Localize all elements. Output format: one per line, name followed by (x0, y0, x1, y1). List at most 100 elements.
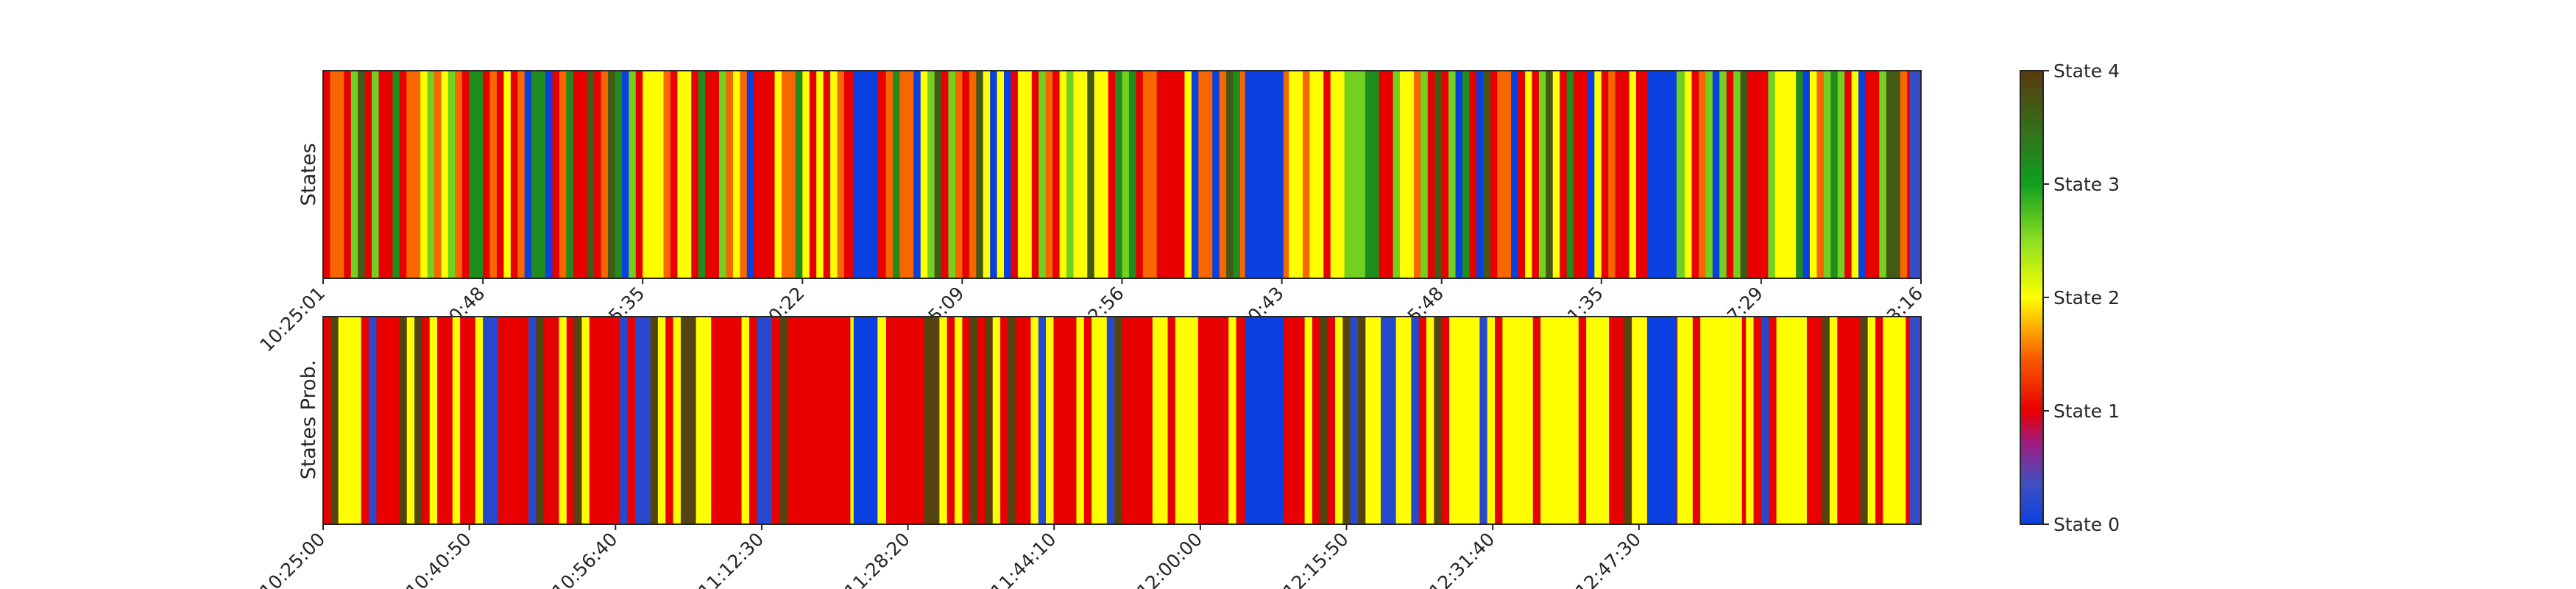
heatmap-cell (1342, 317, 1351, 524)
heatmap-cell (893, 71, 901, 278)
heatmap-cell (1038, 71, 1047, 278)
heatmap-cell (643, 71, 651, 278)
heatmap-cell (1000, 317, 1009, 524)
heatmap-cell (741, 317, 750, 524)
heatmap-cell (1213, 317, 1222, 524)
heatmap-cell (1083, 317, 1092, 524)
heatmap-cell (1746, 317, 1755, 524)
states-prob-heatmap-cells (323, 317, 1922, 524)
heatmap-cell (1136, 71, 1144, 278)
heatmap-cell (1413, 71, 1422, 278)
heatmap-cell (795, 71, 804, 278)
heatmap-cell (1698, 71, 1707, 278)
heatmap-cell (346, 317, 355, 524)
heatmap-cell (764, 317, 773, 524)
heatmap-cell (1761, 71, 1769, 278)
heatmap-cell (594, 71, 602, 278)
heatmap-cell (1830, 71, 1839, 278)
heatmap-cell (1190, 317, 1199, 524)
heatmap-cell (1094, 71, 1102, 278)
heatmap-block (1245, 317, 1284, 524)
heatmap-cell (992, 317, 1001, 524)
heatmap-cell (1344, 71, 1352, 278)
heatmap-cell (1837, 317, 1846, 524)
heatmap-cell (955, 317, 963, 524)
heatmap-cell (948, 71, 956, 278)
heatmap-cell (1184, 71, 1192, 278)
heatmap-cell (551, 317, 560, 524)
heatmap-cell (392, 71, 400, 278)
heatmap-cell (1059, 71, 1067, 278)
heatmap-cell (1476, 71, 1485, 278)
x-tick-label: 11:12:30 (694, 529, 768, 589)
heatmap-cell (955, 71, 963, 278)
heatmap-cell (1858, 71, 1866, 278)
heatmap-cell (1236, 317, 1245, 524)
heatmap-cell (1144, 317, 1153, 524)
heatmap-cell (1395, 317, 1404, 524)
heatmap-cell (1571, 317, 1579, 524)
heatmap-cell (1198, 71, 1206, 278)
heatmap-cell (1479, 317, 1488, 524)
heatmap-block (853, 317, 878, 524)
heatmap-cell (490, 317, 499, 524)
heatmap-cell (612, 317, 620, 524)
heatmap-cell (705, 71, 713, 278)
heatmap-cell (1677, 317, 1686, 524)
heatmap-cell (580, 71, 588, 278)
heatmap-cell (1788, 71, 1797, 278)
heatmap-cell (962, 317, 971, 524)
heatmap-cell (506, 317, 514, 524)
heatmap-cell (788, 71, 796, 278)
heatmap-cell (1806, 317, 1816, 524)
heatmap-cell (1406, 71, 1415, 278)
heatmap-cell (719, 71, 727, 278)
heatmap-cell (1379, 71, 1387, 278)
heatmap-cell (754, 71, 762, 278)
heatmap-cell (376, 317, 385, 524)
heatmap-cell (1212, 71, 1220, 278)
heatmap-cell (1809, 71, 1818, 278)
panel-states: States 10:25:01 0:48 5:35 0:22 5:09 2:56 0:43 5… (255, 70, 1927, 356)
heatmap-cell (1295, 71, 1303, 278)
heatmap-cell (1205, 71, 1214, 278)
heatmap-cell (369, 317, 378, 524)
heatmap-cell (364, 71, 372, 278)
heatmap-cell (746, 71, 755, 278)
heatmap-cell (1066, 71, 1075, 278)
heatmap-cell (1358, 71, 1366, 278)
heatmap-cell (1560, 71, 1568, 278)
heatmap-cell (1025, 71, 1033, 278)
heatmap-cell (1685, 71, 1693, 278)
heatmap-cell (1434, 317, 1443, 524)
heatmap-cell (1175, 317, 1184, 524)
heatmap-cell (1546, 71, 1554, 278)
heatmap-cell (353, 317, 362, 524)
heatmap-cell (726, 317, 735, 524)
heatmap-cell (1233, 71, 1241, 278)
heatmap-cell (1566, 71, 1574, 278)
heatmap-cell (1191, 71, 1200, 278)
x-tick-label: 12:47:30 (1571, 529, 1645, 589)
heatmap-cell (1816, 71, 1825, 278)
heatmap-cell (718, 317, 727, 524)
heatmap-cell (760, 71, 768, 278)
heatmap-cell (510, 71, 519, 278)
heatmap-cell (802, 71, 810, 278)
heatmap-cell (649, 71, 657, 278)
heatmap-cell (1052, 71, 1061, 278)
heatmap-cell (1316, 71, 1325, 278)
heatmap-cell (538, 71, 546, 278)
heatmap-cell (528, 317, 537, 524)
heatmap-cell (1304, 317, 1313, 524)
heatmap-cell (1219, 71, 1227, 278)
heatmap-cell (1457, 317, 1465, 524)
heatmap-cell (848, 317, 857, 524)
heatmap-block (1909, 71, 1921, 278)
heatmap-cell (1448, 71, 1457, 278)
heatmap-cell (620, 317, 629, 524)
heatmap-cell (1708, 317, 1716, 524)
heatmap-cell (985, 317, 994, 524)
heatmap-cell (1038, 317, 1047, 524)
heatmap-cell (1080, 71, 1089, 278)
